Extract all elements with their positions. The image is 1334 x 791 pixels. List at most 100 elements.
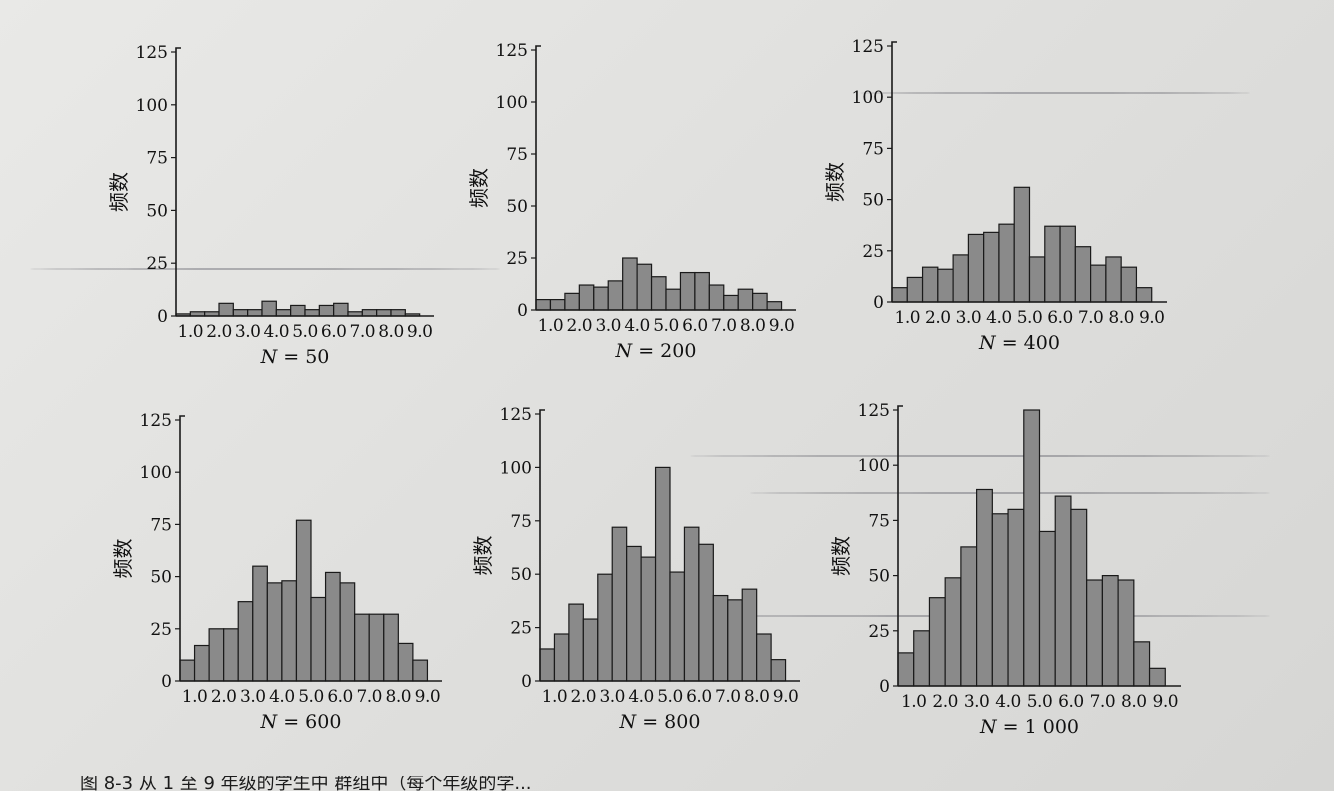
x-tick-label: 3.0 bbox=[964, 692, 990, 712]
x-tick-label: 2.0 bbox=[206, 322, 232, 342]
x-tick-label: 7.0 bbox=[1090, 692, 1116, 712]
x-tick-label: 7.0 bbox=[1078, 308, 1104, 328]
histogram-bar bbox=[179, 659, 196, 682]
x-tick-label: 3.0 bbox=[235, 322, 261, 342]
x-tick-label: 7.0 bbox=[711, 316, 737, 336]
y-tick-label: 125 bbox=[852, 37, 884, 57]
y-tick-label: 125 bbox=[140, 411, 172, 431]
histogram-bar bbox=[549, 299, 566, 311]
histogram-bar bbox=[247, 309, 263, 317]
histogram-bar bbox=[937, 268, 954, 303]
histogram-bar bbox=[998, 223, 1015, 303]
x-tick-label: 6.0 bbox=[1058, 692, 1084, 712]
histogram-bar bbox=[952, 254, 969, 303]
y-tick-label: 50 bbox=[146, 201, 168, 221]
x-tick-label: 1.0 bbox=[542, 687, 568, 707]
histogram-panel-4: 0 25 50 75 100 125 1.0 2.0 3.0 4.0 5.0 6.0 7.0 8.0 9.0… bbox=[111, 411, 442, 733]
y-tick-label: 50 bbox=[862, 191, 884, 211]
histogram-bar bbox=[983, 231, 1000, 303]
histogram-bar bbox=[304, 309, 320, 317]
histogram-bar bbox=[640, 556, 657, 682]
histogram-bar bbox=[626, 545, 642, 682]
histogram-bar bbox=[766, 301, 783, 311]
x-tick-label: 9.0 bbox=[1139, 308, 1165, 328]
histogram-bar bbox=[261, 300, 277, 317]
x-tick-label: 5.0 bbox=[653, 316, 679, 336]
x-tick-label: 8.0 bbox=[378, 322, 404, 342]
x-tick-label: 9.0 bbox=[415, 687, 441, 707]
histogram-bar bbox=[1117, 579, 1135, 687]
y-axis-label: 频数 bbox=[467, 168, 491, 208]
histogram-bar bbox=[232, 309, 249, 317]
x-tick-label: 4.0 bbox=[986, 308, 1012, 328]
histogram-bar bbox=[333, 302, 349, 317]
histogram-bar bbox=[593, 286, 609, 311]
histogram-bar bbox=[1028, 256, 1046, 303]
panel-caption: N = 400 bbox=[978, 332, 1060, 354]
histogram-bar bbox=[310, 596, 327, 682]
y-tick-label: 75 bbox=[510, 512, 532, 532]
y-axis-label: 频数 bbox=[107, 172, 131, 212]
histogram-panel-2: 0 25 50 75 100 125 1.0 2.0 3.0 4.0 5.0 6.0 7.0 8.0 9.0… bbox=[467, 41, 796, 362]
histogram-bar bbox=[383, 613, 399, 682]
x-tick-label: 6.0 bbox=[682, 316, 708, 336]
x-tick-label: 8.0 bbox=[1108, 308, 1134, 328]
histogram-bar bbox=[1074, 246, 1092, 303]
histogram-bar bbox=[960, 546, 978, 687]
histogram-bar bbox=[281, 580, 298, 682]
pen-scribble bbox=[860, 92, 1250, 94]
x-tick-label: 1.0 bbox=[178, 322, 204, 342]
histogram-bar bbox=[1135, 287, 1153, 303]
x-tick-label: 4.0 bbox=[628, 687, 654, 707]
histogram-bar bbox=[1044, 225, 1061, 303]
y-axis-label: 频数 bbox=[111, 539, 135, 579]
histogram-bar bbox=[1054, 495, 1072, 687]
y-axis-line bbox=[539, 409, 545, 681]
x-tick-label: 6.0 bbox=[321, 322, 347, 342]
y-tick-label: 100 bbox=[858, 456, 890, 476]
histogram-bar bbox=[665, 288, 682, 311]
y-tick-label: 100 bbox=[852, 88, 884, 108]
y-tick-label: 0 bbox=[157, 307, 168, 327]
histogram-panel-5: 0 25 50 75 100 125 1.0 2.0 3.0 4.0 5.0 6.0 7.0 8.0 9.0… bbox=[471, 405, 800, 733]
x-tick-label: 1.0 bbox=[901, 692, 927, 712]
y-tick-label: 75 bbox=[862, 139, 884, 159]
histogram-bar bbox=[376, 309, 392, 317]
y-axis-label: 频数 bbox=[823, 162, 847, 202]
y-tick-label: 25 bbox=[146, 254, 168, 274]
histogram-bar bbox=[318, 304, 335, 317]
histogram-bar bbox=[397, 642, 414, 682]
x-tick-label: 2.0 bbox=[932, 692, 958, 712]
histogram-bar bbox=[252, 565, 268, 682]
histogram-bar bbox=[679, 271, 696, 311]
figure-caption: 图 8-3 从 1 至 9 年级的学生中 群组中（每个年级的学... bbox=[80, 776, 532, 791]
x-tick-label: 6.0 bbox=[327, 687, 353, 707]
y-axis-label: 频数 bbox=[829, 536, 853, 576]
y-tick-label: 0 bbox=[517, 301, 528, 321]
x-tick-label: 2.0 bbox=[211, 687, 237, 707]
x-tick-label: 4.0 bbox=[995, 692, 1021, 712]
x-tick-label: 9.0 bbox=[407, 322, 433, 342]
histogram-bar bbox=[737, 288, 754, 311]
histogram-panel-1: 0 25 50 75 100 125 1.0 2.0 3.0 4.0 5.0 6.0 7.0 8.0 9.0… bbox=[107, 43, 434, 368]
y-tick-label: 75 bbox=[868, 511, 890, 531]
y-tick-label: 75 bbox=[150, 515, 172, 535]
histogram-bar bbox=[727, 599, 743, 682]
x-tick-label: 8.0 bbox=[1121, 692, 1147, 712]
histogram-bar bbox=[597, 573, 613, 682]
histogram-bar bbox=[897, 652, 915, 687]
histogram-bar bbox=[1059, 225, 1076, 303]
histogram-bar bbox=[535, 299, 552, 311]
y-axis-line bbox=[891, 41, 897, 302]
histogram-bar bbox=[607, 280, 624, 311]
histogram-bar bbox=[578, 284, 595, 311]
pen-scribble bbox=[30, 268, 500, 270]
x-tick-label: 3.0 bbox=[599, 687, 625, 707]
x-tick-label: 3.0 bbox=[595, 316, 621, 336]
y-tick-label: 125 bbox=[136, 43, 168, 63]
histogram-bar bbox=[991, 513, 1009, 687]
histogram-bar bbox=[339, 582, 356, 682]
histogram-bar bbox=[361, 309, 378, 317]
histogram-panel-6: 0 25 50 75 100 125 1.0 2.0 3.0 4.0 5.0 6.0 7.0 8.0 9.0… bbox=[829, 401, 1181, 738]
